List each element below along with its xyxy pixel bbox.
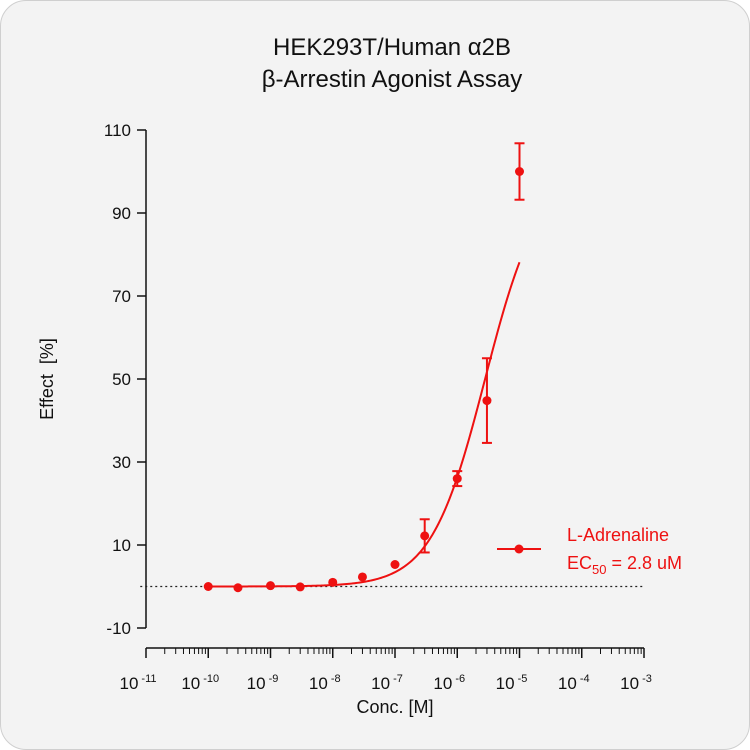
x-ticks [145,648,645,658]
legend-ec-value: = 2.8 uM [606,553,682,573]
y-tick-label: 110 [104,121,131,140]
y-ticks: 110 90 70 50 30 10 -10 [104,121,146,638]
x-tick-label: 10 -4 [558,673,590,693]
y-tick-label: 50 [112,370,131,389]
data-point [515,167,524,176]
data-point [328,577,338,587]
data-point [357,572,367,582]
legend-series-label: L-Adrenaline [567,525,669,545]
chart-title-line-2: β-Arrestin Agonist Assay [262,66,523,93]
x-tick-label: 10 -8 [309,673,341,693]
data-point [233,583,243,593]
data-point [295,582,305,592]
x-tick-labels: 10 -11 10 -10 10 -9 10 -8 10 -7 10 -6 10 -5 10 -4 10 -3 [119,673,651,693]
data-point [452,474,462,484]
y-tick-label: -10 [106,619,131,638]
legend-ec50-text: EC50 = 2.8 uM [567,553,682,577]
x-tick-label: 10 -9 [247,673,279,693]
error-bars [419,142,525,554]
y-axis-label: Effect [%] [37,338,57,420]
y-tick-label: 90 [112,204,131,223]
data-point [390,560,400,570]
x-tick-label: 10 -11 [119,673,156,693]
legend: L-Adrenaline EC50 = 2.8 uM [497,525,682,577]
y-tick-label: 10 [112,536,131,555]
chart-title-line-1: HEK293T/Human α2B [273,34,511,61]
data-point [266,581,275,591]
legend-ec-subscript: 50 [592,562,606,577]
x-tick-label: 10 -5 [496,673,528,693]
data-point [482,396,492,406]
x-tick-label: 10 -10 [181,673,219,693]
legend-ec-prefix: EC [567,553,592,573]
x-tick-label: 10 -7 [371,673,403,693]
data-point [420,531,430,541]
data-point [203,582,213,591]
legend-marker [514,544,524,554]
y-tick-label: 70 [112,287,131,306]
x-tick-label: 10 -3 [620,673,652,693]
x-tick-label: 10 -6 [433,673,465,693]
data-points [203,167,524,593]
x-axis-label: Conc. [M] [356,697,433,717]
y-tick-label: 30 [112,453,131,472]
fit-curve [208,261,521,588]
